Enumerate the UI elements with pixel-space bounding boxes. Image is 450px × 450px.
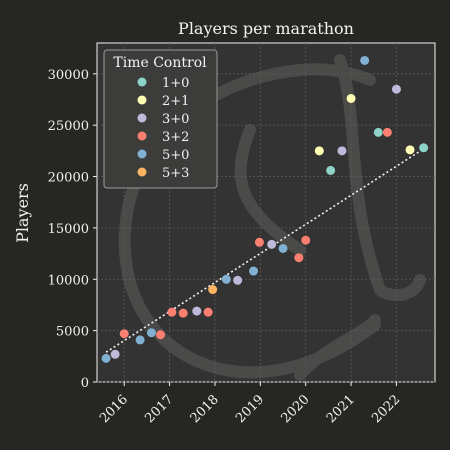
- data-point-2-1: [346, 93, 356, 103]
- data-points: [101, 55, 429, 363]
- y-tick-label: 0: [81, 376, 89, 391]
- y-tick-label: 20000: [48, 171, 89, 186]
- data-point-1-0: [373, 127, 383, 137]
- data-point-3-2: [178, 308, 188, 318]
- legend-marker: [137, 95, 147, 105]
- data-point-3-2: [382, 127, 392, 137]
- legend-label: 3+2: [162, 130, 189, 145]
- data-point-1-0: [326, 165, 336, 175]
- data-point-5-0: [221, 274, 231, 284]
- x-tick-label: 2017: [142, 392, 176, 426]
- x-tick-label: 2018: [188, 392, 222, 426]
- data-point-1-0: [419, 143, 429, 153]
- y-tick-label: 10000: [48, 273, 89, 288]
- data-point-3-0: [267, 239, 277, 249]
- knight-watermark: [118, 54, 426, 381]
- y-axis-label: Players: [13, 183, 32, 243]
- data-point-2-1: [405, 145, 415, 155]
- legend-label: 1+0: [162, 76, 189, 91]
- x-tick-label: 2019: [233, 392, 267, 426]
- data-point-3-2: [156, 330, 166, 340]
- legend-box: [103, 49, 218, 189]
- legend-label: 2+1: [162, 94, 189, 109]
- legend-marker: [137, 113, 147, 123]
- data-point-5-0: [249, 266, 259, 276]
- legend: Time Control 1+0 2+1 3+0 3+2 5+0 5+3: [103, 49, 218, 189]
- y-axis-ticks: 0 5000 10000 15000 20000 25000 30000: [48, 68, 97, 391]
- x-tick-label: 2021: [324, 392, 358, 426]
- legend-label: 5+0: [162, 148, 189, 163]
- y-tick-label: 30000: [48, 68, 89, 83]
- data-point-3-0: [192, 306, 202, 316]
- legend-marker: [137, 77, 147, 87]
- legend-title: Time Control: [113, 55, 207, 71]
- data-point-5-0: [101, 353, 111, 363]
- x-tick-label: 2016: [97, 392, 131, 426]
- data-point-3-2: [301, 235, 311, 245]
- legend-items: 1+0 2+1 3+0 3+2 5+0 5+3: [137, 76, 189, 181]
- data-point-3-2: [203, 307, 213, 317]
- data-point-5-0: [278, 243, 288, 253]
- data-point-3-2: [167, 307, 177, 317]
- data-point-3-0: [337, 146, 347, 156]
- data-point-3-0: [110, 349, 120, 359]
- legend-label: 3+0: [162, 112, 189, 127]
- data-point-2-1: [314, 146, 324, 156]
- data-point-3-2: [119, 329, 129, 339]
- data-point-3-2: [294, 253, 304, 263]
- y-tick-label: 15000: [48, 222, 89, 237]
- legend-marker: [137, 167, 147, 177]
- x-tick-label: 2020: [279, 392, 313, 426]
- legend-marker: [137, 131, 147, 141]
- data-point-5-0: [146, 328, 156, 338]
- legend-marker: [137, 149, 147, 159]
- data-point-3-0: [391, 84, 401, 94]
- x-tick-label: 2022: [369, 392, 403, 426]
- data-point-5-0: [135, 335, 145, 345]
- y-tick-label: 5000: [56, 325, 89, 340]
- data-point-5-3: [208, 285, 218, 295]
- data-point-3-0: [233, 275, 243, 285]
- y-tick-label: 25000: [48, 119, 89, 134]
- legend-label: 5+3: [162, 166, 189, 181]
- chart-title: Players per marathon: [178, 19, 354, 38]
- data-point-5-0: [360, 55, 370, 65]
- data-point-3-2: [254, 237, 264, 247]
- x-axis-ticks: 2016 2017 2018 2019 2020 2021 2022: [97, 382, 403, 426]
